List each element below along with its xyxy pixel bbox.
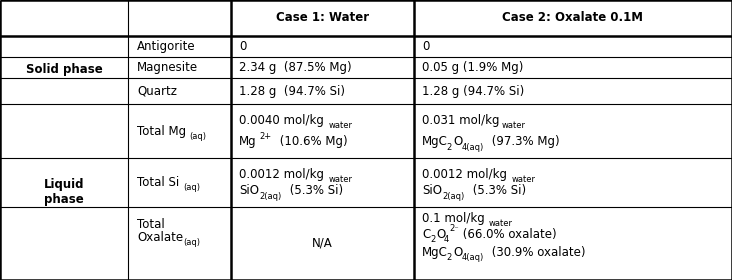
Text: Antigorite: Antigorite — [137, 40, 195, 53]
Text: Total: Total — [137, 218, 165, 231]
Text: SiO: SiO — [422, 184, 442, 197]
Text: 4(aq): 4(aq) — [461, 143, 483, 152]
Text: water: water — [329, 121, 353, 130]
Text: Magnesite: Magnesite — [137, 61, 198, 74]
Text: (5.3% Si): (5.3% Si) — [469, 184, 526, 197]
Text: (aq): (aq) — [183, 183, 200, 192]
Text: 0.1 mol/kg: 0.1 mol/kg — [422, 212, 485, 225]
Text: 0.0012 mol/kg: 0.0012 mol/kg — [422, 167, 507, 181]
Text: 2⁻: 2⁻ — [449, 224, 459, 233]
Text: 1.28 g (94.7% Si): 1.28 g (94.7% Si) — [422, 85, 525, 97]
Text: (66.0% oxalate): (66.0% oxalate) — [459, 228, 556, 241]
Text: Case 2: Oxalate 0.1M: Case 2: Oxalate 0.1M — [502, 11, 643, 24]
Text: (5.3% Si): (5.3% Si) — [286, 184, 343, 197]
Text: SiO: SiO — [239, 184, 259, 197]
Text: 2.34 g  (87.5% Mg): 2.34 g (87.5% Mg) — [239, 61, 352, 74]
Text: O: O — [436, 228, 446, 241]
Text: Total Si: Total Si — [137, 176, 179, 189]
Text: 1.28 g  (94.7% Si): 1.28 g (94.7% Si) — [239, 85, 346, 97]
Text: (30.9% oxalate): (30.9% oxalate) — [488, 246, 585, 259]
Text: (97.3% Mg): (97.3% Mg) — [488, 135, 559, 148]
Text: 2(aq): 2(aq) — [443, 192, 465, 201]
Text: Liquid
phase: Liquid phase — [44, 178, 84, 206]
Text: 0.0012 mol/kg: 0.0012 mol/kg — [239, 167, 324, 181]
Text: O: O — [453, 246, 463, 259]
Text: Total Mg: Total Mg — [137, 125, 186, 138]
Text: 4(aq): 4(aq) — [461, 253, 483, 262]
Text: C: C — [422, 228, 430, 241]
Text: 0.05 g (1.9% Mg): 0.05 g (1.9% Mg) — [422, 61, 523, 74]
Text: 2: 2 — [430, 235, 436, 244]
Text: water: water — [488, 219, 512, 228]
Text: MgC: MgC — [422, 135, 448, 148]
Text: MgC: MgC — [422, 246, 448, 259]
Text: water: water — [512, 174, 536, 184]
Text: Oxalate: Oxalate — [137, 231, 183, 244]
Text: 0: 0 — [422, 40, 430, 53]
Text: 4: 4 — [444, 235, 449, 244]
Text: O: O — [453, 135, 463, 148]
Text: 0.0040 mol/kg: 0.0040 mol/kg — [239, 114, 324, 127]
Text: (aq): (aq) — [183, 238, 200, 247]
Text: Mg: Mg — [239, 135, 257, 148]
Text: 2: 2 — [447, 253, 452, 262]
Text: N/A: N/A — [312, 237, 332, 250]
Text: 0.031 mol/kg: 0.031 mol/kg — [422, 114, 500, 127]
Text: (10.6% Mg): (10.6% Mg) — [276, 135, 348, 148]
Text: water: water — [329, 174, 353, 184]
Text: water: water — [501, 121, 526, 130]
Text: 0: 0 — [239, 40, 247, 53]
Text: 2(aq): 2(aq) — [260, 192, 282, 201]
Text: Quartz: Quartz — [137, 85, 177, 97]
Text: 2: 2 — [447, 143, 452, 152]
Text: Solid phase: Solid phase — [26, 64, 102, 76]
Text: (aq): (aq) — [190, 132, 206, 141]
Text: 2+: 2+ — [260, 132, 272, 141]
Text: Case 1: Water: Case 1: Water — [275, 11, 369, 24]
